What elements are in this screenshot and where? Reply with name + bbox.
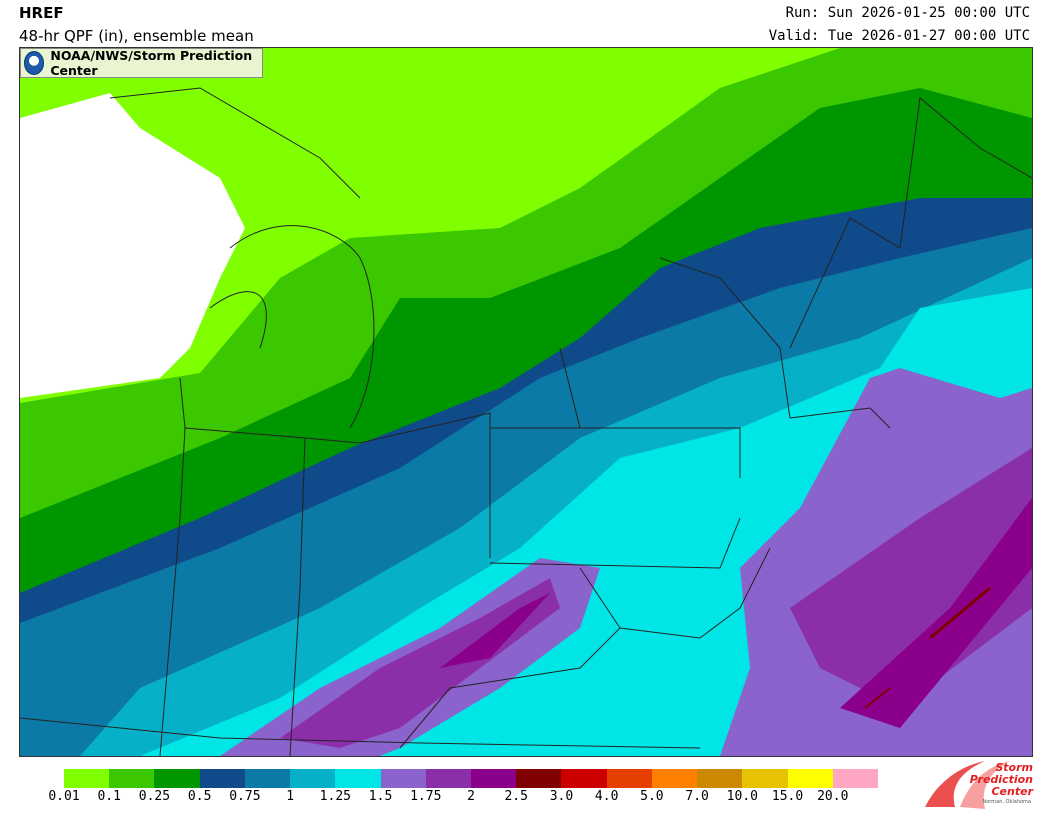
legend-swatch	[244, 769, 291, 788]
attribution-text: NOAA/NWS/Storm Prediction Center	[50, 48, 253, 78]
legend-label: 4.0	[594, 789, 619, 804]
attribution-badge: NOAA/NWS/Storm Prediction Center	[20, 48, 263, 78]
legend-label: 3.0	[549, 789, 574, 804]
legend-swatch	[199, 769, 245, 788]
color-legend	[64, 769, 878, 788]
product-subtitle: 48-hr QPF (in), ensemble mean	[19, 27, 254, 45]
legend-swatch	[787, 769, 833, 788]
logo-line3: Center	[991, 785, 1033, 798]
band-1.75-ocean	[790, 448, 1032, 708]
noaa-logo-icon	[24, 51, 45, 75]
legend-label: 15.0	[771, 789, 804, 804]
legend-swatch	[64, 769, 110, 788]
band-2-land	[440, 593, 550, 668]
legend-label: 7.0	[685, 789, 709, 804]
legend-swatch	[380, 769, 426, 788]
legend-label: 5.0	[640, 789, 664, 804]
legend-label: 2	[467, 789, 475, 804]
legend-swatch	[561, 769, 607, 788]
logo-subtext: Norman, Oklahoma	[982, 799, 1032, 805]
legend-swatch	[470, 769, 517, 788]
legend-swatch	[290, 769, 336, 788]
legend-label: 1.25	[319, 789, 351, 804]
legend-swatch	[425, 769, 471, 788]
legend-swatch	[606, 769, 652, 788]
legend-label: 1	[286, 789, 295, 804]
legend-label: 1.75	[410, 789, 442, 804]
legend-label: 20.0	[817, 789, 849, 804]
legend-label: 0.01	[48, 789, 80, 804]
legend-swatch	[832, 769, 878, 788]
spc-swoosh-icon	[925, 761, 1010, 809]
legend-label: 0.25	[138, 789, 171, 804]
logo-line1: Storm	[995, 761, 1033, 774]
run-time: Run: Sun 2026-01-25 00:00 UTC	[785, 5, 1030, 21]
logo-line2: Prediction	[969, 773, 1033, 786]
legend-swatch	[742, 769, 788, 788]
legend-swatch	[154, 769, 200, 788]
band-2.5-b	[864, 687, 891, 709]
legend-label: 0.5	[187, 789, 212, 804]
spc-logo: Storm Prediction Center Norman, Oklahoma	[915, 757, 1035, 812]
band-2-ocean	[840, 498, 1032, 728]
legend-label: 2.5	[504, 789, 528, 804]
legend-swatch	[697, 769, 743, 788]
valid-time: Valid: Tue 2026-01-27 00:00 UTC	[768, 28, 1030, 44]
legend-label: 0.1	[97, 789, 121, 804]
legend-swatch	[335, 769, 381, 788]
band-2.5	[929, 586, 991, 640]
legend-swatch	[109, 769, 155, 788]
legend-label: 1.5	[368, 789, 393, 804]
state-boundaries	[20, 87, 1032, 756]
qpf-map	[19, 47, 1033, 757]
legend-swatch	[651, 769, 698, 788]
band-1.75	[280, 578, 560, 748]
legend-label: 0.75	[229, 789, 261, 804]
no-precip-area	[20, 93, 245, 398]
model-title: HREF	[19, 4, 64, 22]
legend-label: 10.0	[726, 789, 758, 804]
legend-swatch	[516, 769, 562, 788]
